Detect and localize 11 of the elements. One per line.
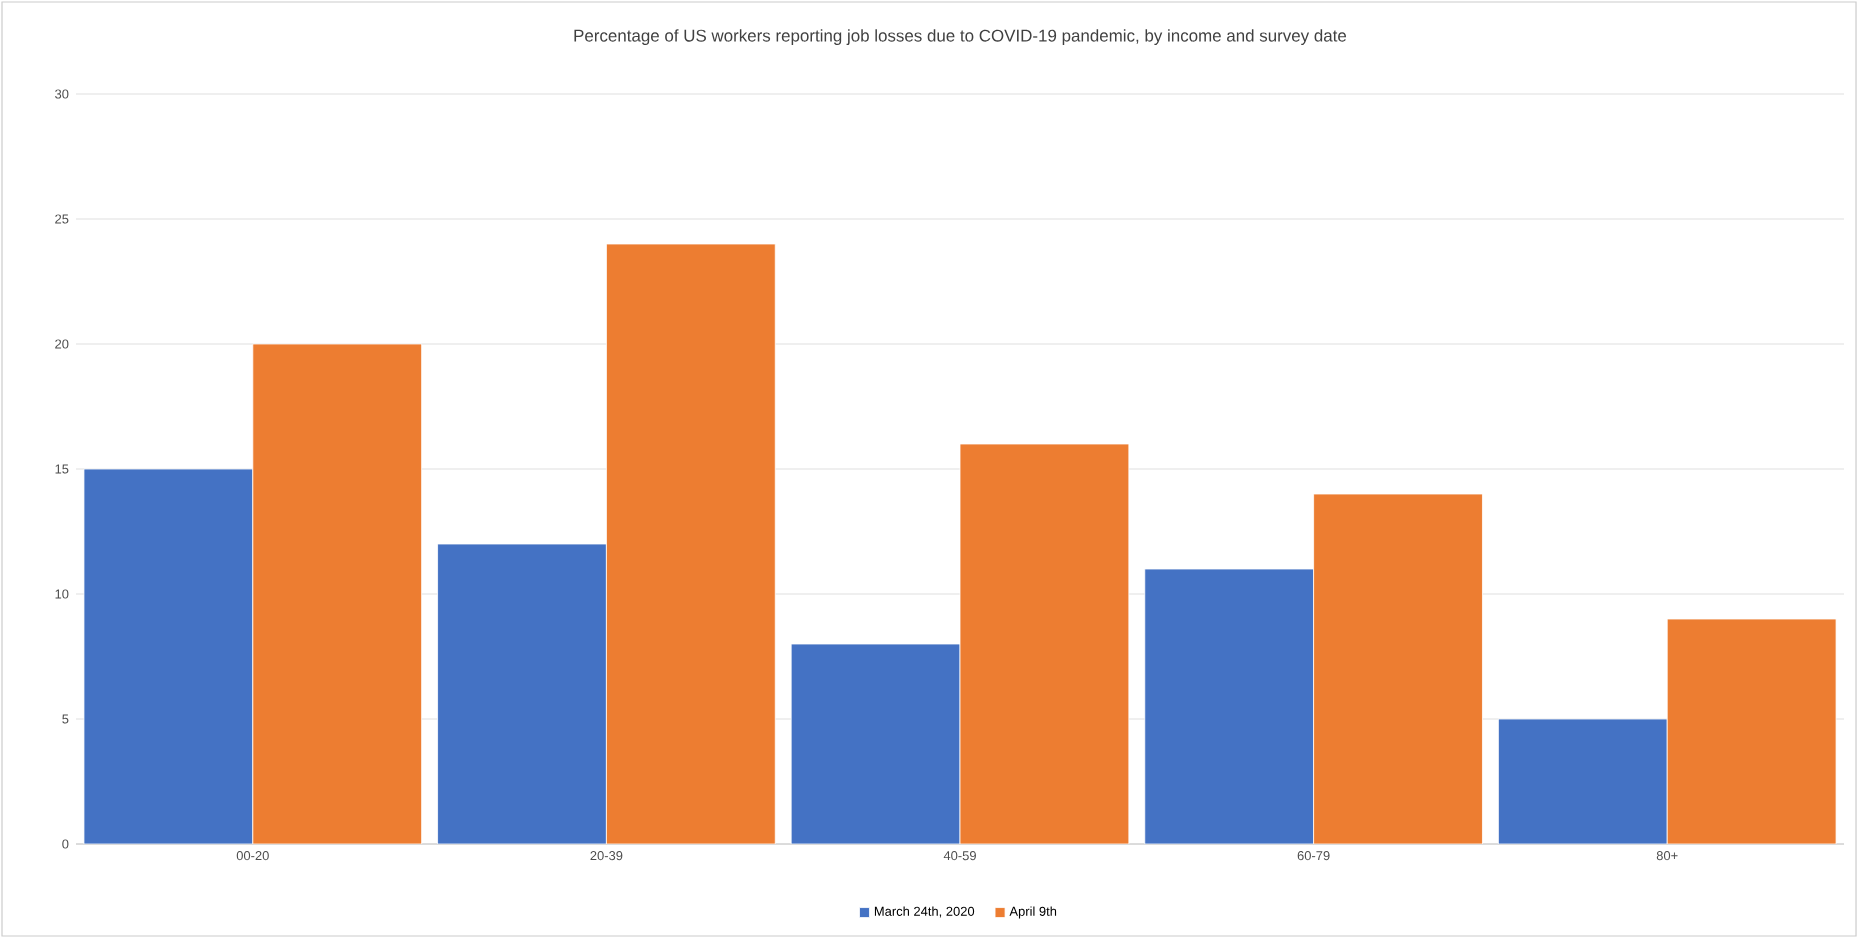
bar [790,643,961,844]
chart-title: Percentage of US workers reporting job losses due to COVID-19 pandemic, by income and survey date [574,29,1347,45]
bar [606,243,776,844]
bar [959,443,1130,844]
bar [1144,568,1315,844]
bar [437,543,607,844]
bar [1313,493,1483,844]
bar [83,468,254,844]
bar [1666,618,1837,844]
bar [1497,718,1668,844]
bar [252,343,423,844]
